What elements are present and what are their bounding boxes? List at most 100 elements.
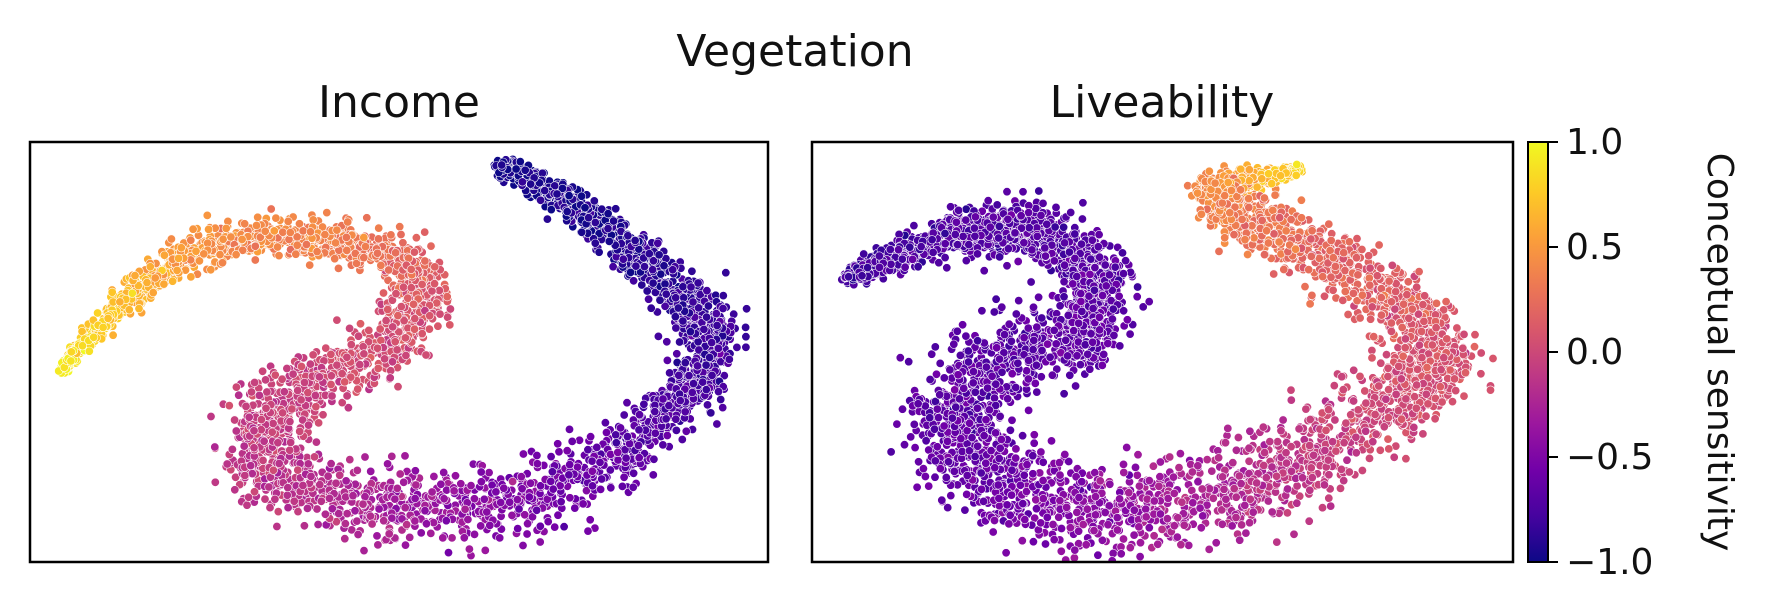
income-point xyxy=(622,432,632,442)
income-point xyxy=(671,414,681,424)
income-point xyxy=(390,494,400,504)
income-point xyxy=(546,476,556,486)
income-point xyxy=(224,401,234,411)
income-point xyxy=(673,303,683,313)
income-point xyxy=(226,232,236,242)
income-point xyxy=(240,219,250,229)
income-point xyxy=(380,354,390,364)
income-point xyxy=(456,479,466,489)
income-point xyxy=(675,396,685,406)
income-point xyxy=(345,323,355,333)
income-point xyxy=(352,258,362,268)
income-point xyxy=(664,401,674,411)
income-point xyxy=(221,223,231,233)
income-point xyxy=(270,370,280,380)
income-point xyxy=(107,287,117,297)
income-point xyxy=(449,486,459,496)
income-point xyxy=(93,308,103,318)
income-point xyxy=(707,370,717,380)
income-point xyxy=(130,271,140,281)
income-point xyxy=(409,247,419,257)
income-point xyxy=(268,465,278,475)
income-point xyxy=(694,345,704,355)
income-point xyxy=(648,278,658,288)
income-point xyxy=(567,436,577,446)
income-point xyxy=(84,346,94,356)
income-point xyxy=(719,371,729,381)
income-point xyxy=(535,537,545,547)
income-point xyxy=(387,357,397,367)
income-point xyxy=(420,227,430,237)
income-point xyxy=(312,247,322,257)
income-point xyxy=(484,468,494,478)
income-point xyxy=(476,467,486,477)
income-point xyxy=(360,492,370,502)
income-point xyxy=(701,360,711,370)
income-point xyxy=(293,465,303,475)
income-point xyxy=(296,361,306,371)
income-point xyxy=(305,227,315,237)
income-point xyxy=(348,491,358,501)
income-point xyxy=(204,224,214,234)
income-point xyxy=(463,514,473,524)
income-point xyxy=(546,205,556,215)
income-point xyxy=(327,504,337,514)
income-point xyxy=(410,493,420,503)
income-point xyxy=(626,267,636,277)
income-point xyxy=(511,164,521,174)
income-point xyxy=(215,250,225,260)
income-point xyxy=(293,385,303,395)
income-point xyxy=(476,521,486,531)
income-point xyxy=(250,241,260,251)
income-point xyxy=(238,245,248,255)
income-point xyxy=(553,439,563,449)
income-point xyxy=(293,507,303,517)
income-point xyxy=(402,520,412,530)
income-point xyxy=(398,282,408,292)
income-point xyxy=(411,480,421,490)
income-point xyxy=(388,322,398,332)
income-point xyxy=(443,548,453,558)
income-point xyxy=(699,324,709,334)
income-point xyxy=(532,459,542,469)
income-point xyxy=(559,522,569,532)
income-point xyxy=(249,426,259,436)
income-point xyxy=(258,366,268,376)
income-point xyxy=(267,427,277,437)
income-point xyxy=(222,459,232,469)
income-point xyxy=(577,227,587,237)
income-point xyxy=(176,243,186,253)
income-point xyxy=(409,324,419,334)
income-point xyxy=(218,258,228,268)
income-point xyxy=(644,294,654,304)
income-point xyxy=(331,478,341,488)
liveability-point xyxy=(895,353,905,363)
income-point xyxy=(584,213,594,223)
income-point xyxy=(250,377,260,387)
income-point xyxy=(299,377,309,387)
income-point xyxy=(366,466,376,476)
income-point xyxy=(662,430,672,440)
income-point xyxy=(600,418,610,428)
income-point xyxy=(261,375,271,385)
income-point xyxy=(604,236,614,246)
income-point xyxy=(332,360,342,370)
income-point xyxy=(191,246,201,256)
income-point xyxy=(713,343,723,353)
income-point xyxy=(332,315,342,325)
income-point xyxy=(644,249,654,259)
income-point xyxy=(362,213,372,223)
income-point xyxy=(206,265,216,275)
income-point xyxy=(662,355,672,365)
income-point xyxy=(399,477,409,487)
income-point xyxy=(613,447,623,457)
income-point xyxy=(508,476,518,486)
income-point xyxy=(741,322,751,332)
income-point xyxy=(554,447,564,457)
income-point xyxy=(145,262,155,272)
income-point xyxy=(385,373,395,383)
income-point xyxy=(259,436,269,446)
income-point xyxy=(587,466,597,476)
income-point xyxy=(608,262,618,272)
income-point xyxy=(186,272,196,282)
